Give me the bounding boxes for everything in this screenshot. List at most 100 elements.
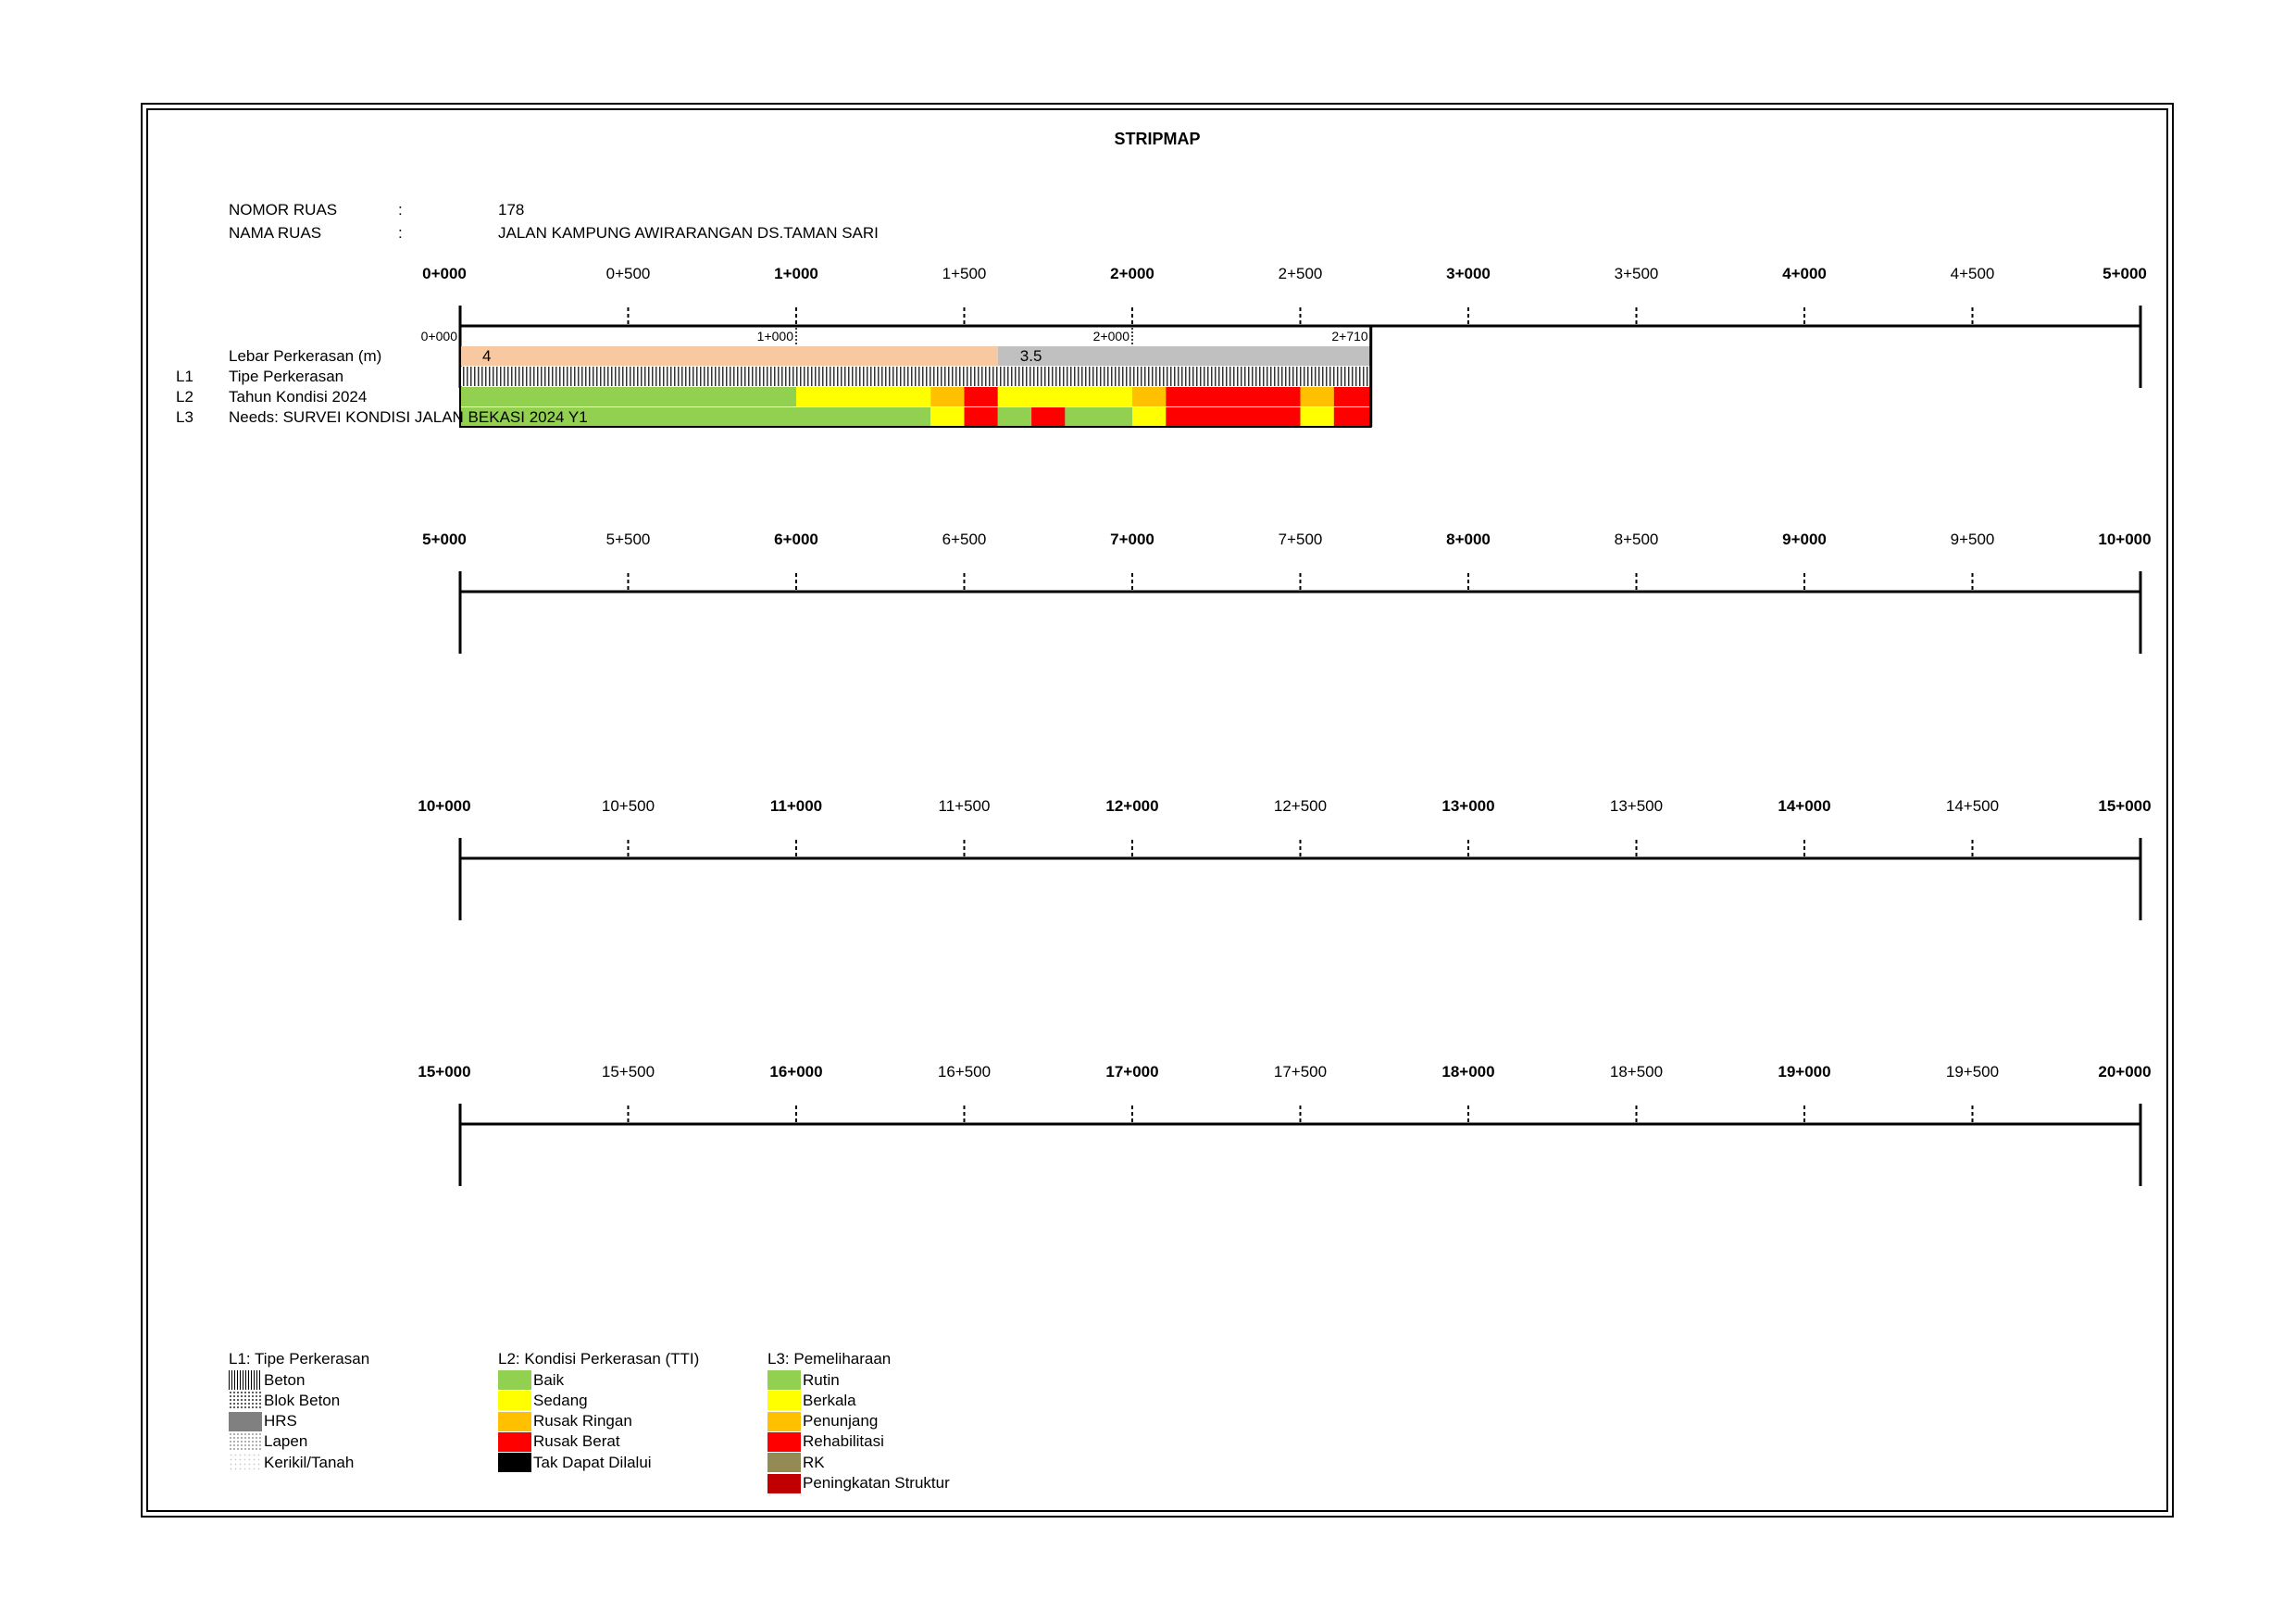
km-label: 19+500 (1946, 1063, 1999, 1081)
legend-label: Beton (264, 1370, 306, 1389)
nama-ruas-label: NAMA RUAS (229, 224, 322, 242)
km-label: 3+000 (1446, 265, 1491, 282)
km-label: 10+000 (2098, 531, 2151, 548)
legend-swatch (229, 1411, 262, 1431)
km-label: 5+000 (422, 531, 467, 548)
km-label: 19+000 (1778, 1063, 1830, 1081)
lebar-segment (460, 346, 998, 366)
row-code-l2: L2 (176, 388, 193, 406)
km-label: 11+500 (939, 797, 991, 815)
nomor-ruas-colon: : (398, 201, 403, 219)
km-label: 4+500 (1951, 265, 1995, 282)
lebar-value-label: 4 (482, 347, 491, 365)
row-code-l3: L3 (176, 408, 193, 426)
km-label: 9+000 (1782, 531, 1827, 548)
km-label: 2+000 (1110, 265, 1154, 282)
legend-swatch (229, 1370, 262, 1390)
km-label: 16+000 (769, 1063, 822, 1081)
legend-swatch (767, 1453, 801, 1473)
kondisi-segment (964, 387, 998, 406)
legend-label: HRS (264, 1412, 297, 1430)
km-label: 11+000 (770, 797, 822, 815)
needs-segment (1300, 407, 1334, 427)
legend-item: Sedang (498, 1391, 588, 1411)
kondisi-segment (1132, 387, 1167, 406)
kondisi-segment (460, 387, 796, 406)
km-label: 18+000 (1441, 1063, 1494, 1081)
kondisi-segment (930, 387, 965, 406)
km-label: 9+500 (1951, 531, 1995, 548)
legend-swatch (229, 1453, 262, 1473)
legend-item: Berkala (767, 1391, 856, 1411)
km-label: 14+500 (1946, 797, 1999, 815)
needs-segment (460, 407, 931, 427)
km-label: 13+000 (1441, 797, 1494, 815)
km-label: 5+500 (606, 531, 651, 548)
legend-title-l1: L1: Tipe Perkerasan (229, 1350, 370, 1368)
legend-swatch (498, 1411, 531, 1431)
km-label: 15+000 (418, 1063, 470, 1081)
page-frame-inner (146, 108, 2168, 1512)
km-label: 0+500 (606, 265, 651, 282)
page-title: STRIPMAP (1114, 130, 1201, 148)
km-label: 3+500 (1615, 265, 1659, 282)
legend-label: Penunjang (803, 1412, 879, 1430)
legend-item: Rutin (767, 1370, 840, 1390)
row-code-l1: L1 (176, 368, 193, 385)
nama-ruas-value: JALAN KAMPUNG AWIRARANGAN DS.TAMAN SARI (498, 224, 879, 242)
kondisi-segment (1166, 387, 1301, 406)
legend-label: Kerikil/Tanah (264, 1453, 355, 1471)
legend-item: Beton (229, 1370, 305, 1390)
legend-label: Rusak Ringan (533, 1412, 632, 1430)
km-label: 13+500 (1610, 797, 1663, 815)
needs-segment (1031, 407, 1066, 427)
needs-segment (930, 407, 965, 427)
legend-label: Rutin (803, 1370, 840, 1389)
legend-swatch (767, 1431, 801, 1452)
km-label: 12+500 (1274, 797, 1327, 815)
legend-swatch (767, 1391, 801, 1411)
km-label: 17+500 (1274, 1063, 1327, 1081)
legend-swatch (767, 1473, 801, 1493)
km-label: 10+500 (602, 797, 655, 815)
legend-swatch (767, 1411, 801, 1431)
legend-label: Blok Beton (264, 1391, 341, 1409)
row-label-l3: Needs: SURVEI KONDISI JALAN BEKASI 2024 … (229, 408, 588, 426)
km-label: 17+000 (1105, 1063, 1158, 1081)
km-label: 12+000 (1105, 797, 1158, 815)
km-label: 8+500 (1615, 531, 1659, 548)
row-label-lebar: Lebar Perkerasan (m) (229, 347, 382, 365)
legend-label: Rehabilitasi (803, 1432, 884, 1451)
needs-segment (1166, 407, 1301, 427)
km-label: 10+000 (418, 797, 470, 815)
nama-ruas-colon: : (398, 224, 403, 242)
km-label: 20+000 (2098, 1063, 2151, 1081)
segment-marker-label: 1+000 (757, 329, 794, 344)
legend-item: RK (767, 1453, 825, 1473)
legend-item: Penunjang (767, 1411, 879, 1431)
legend-item: Baik (498, 1370, 564, 1390)
km-label: 18+500 (1610, 1063, 1663, 1081)
km-label: 4+000 (1782, 265, 1827, 282)
km-label: 16+500 (938, 1063, 991, 1081)
legend-label: RK (803, 1453, 825, 1471)
legend-title-l3: L3: Pemeliharaan (767, 1350, 892, 1368)
km-label: 2+500 (1279, 265, 1323, 282)
km-label: 14+000 (1778, 797, 1830, 815)
needs-segment (1132, 407, 1167, 427)
legend-label: Peningkatan Struktur (803, 1474, 950, 1492)
tipe-segment (460, 367, 1371, 386)
km-label: 8+000 (1446, 531, 1491, 548)
km-label: 6+500 (942, 531, 987, 548)
km-label: 1+000 (774, 265, 818, 282)
km-label: 7+500 (1279, 531, 1323, 548)
legend-item: Kerikil/Tanah (229, 1453, 355, 1473)
page-frame-outer (141, 103, 2174, 1518)
km-label: 6+000 (774, 531, 818, 548)
km-label: 1+500 (942, 265, 987, 282)
lebar-value-label: 3.5 (1020, 347, 1042, 365)
lebar-segment (997, 346, 1371, 366)
legend-item: Rusak Ringan (498, 1411, 632, 1431)
legend-item: Rehabilitasi (767, 1431, 884, 1452)
